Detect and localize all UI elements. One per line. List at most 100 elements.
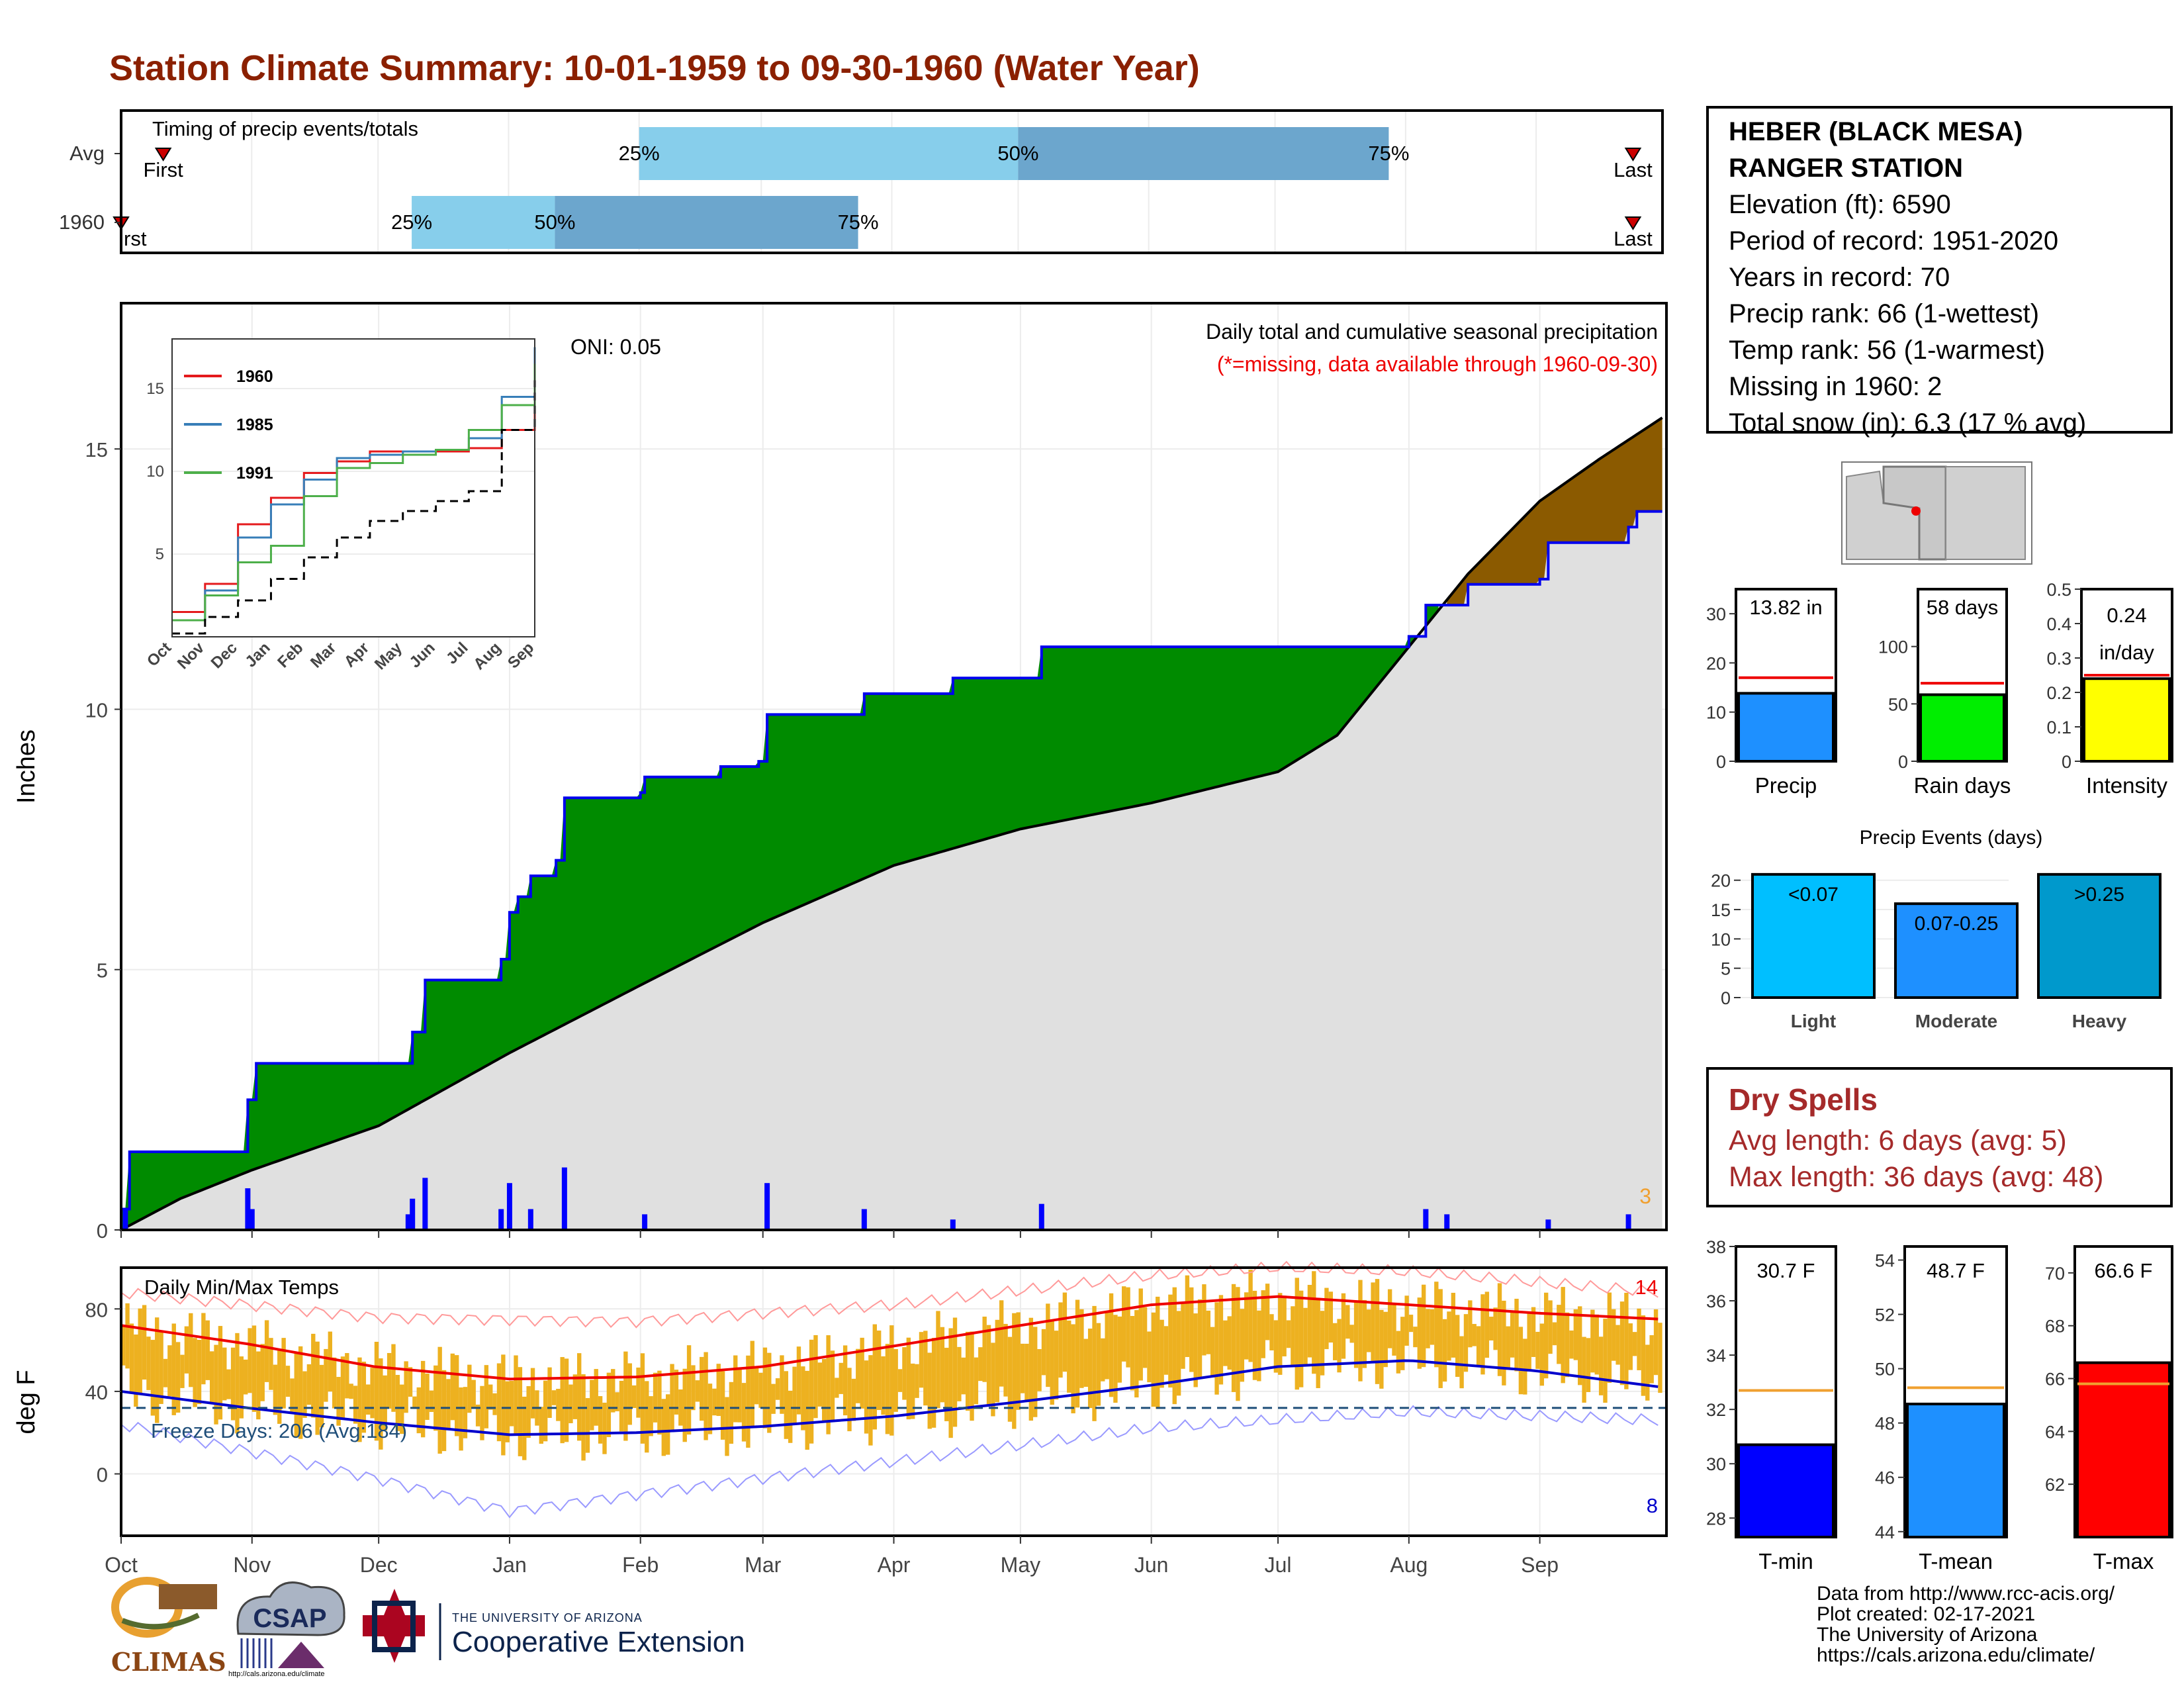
- temp-daily-bar: [222, 1347, 227, 1401]
- temp-daily-bar: [1578, 1306, 1582, 1385]
- temp-daily-bar: [1269, 1314, 1274, 1351]
- events-y-tick-label: 0: [1721, 988, 1731, 1008]
- temp-daily-bar: [184, 1326, 189, 1374]
- temp-daily-bar: [716, 1364, 721, 1417]
- temp-record-max-line: [120, 1260, 1659, 1329]
- temp-daily-bar: [720, 1371, 725, 1440]
- temp-daily-bar: [842, 1345, 848, 1416]
- precip-daily-bar: [422, 1178, 428, 1230]
- temp-daily-bar: [1223, 1320, 1228, 1366]
- precip-summary-y-tick-label: 30: [1706, 604, 1726, 624]
- temp-daily-bar: [163, 1358, 168, 1387]
- temp-daily-bar: [370, 1368, 375, 1419]
- temp-summary-category-label: T-max: [2093, 1549, 2154, 1573]
- station-period: Period of record: 1951-2020: [1729, 226, 2059, 256]
- station-temp-rank: Temp rank: 56 (1-warmest): [1729, 336, 2045, 365]
- temp-daily-bar: [159, 1330, 163, 1404]
- temp-daily-bar: [1493, 1307, 1498, 1350]
- temp-daily-bar: [361, 1362, 367, 1433]
- timing-q50-label: 50%: [534, 211, 575, 234]
- temp-daily-bar: [353, 1385, 358, 1424]
- temp-daily-bar: [936, 1311, 940, 1409]
- temp-daily-bar: [1557, 1305, 1561, 1364]
- temp-x-tick-label: Apr: [878, 1553, 911, 1577]
- temp-daily-bar: [315, 1341, 320, 1435]
- temp-daily-bar: [1349, 1325, 1354, 1343]
- temp-daily-bar: [944, 1348, 949, 1421]
- temp-daily-bar: [1637, 1308, 1641, 1370]
- temp-daily-bar: [1400, 1317, 1405, 1370]
- temp-daily-bar: [1240, 1309, 1245, 1382]
- temp-daily-bar: [383, 1375, 387, 1431]
- temp-x-tick-label: Jun: [1134, 1553, 1169, 1577]
- temp-daily-bar: [366, 1384, 371, 1415]
- temp-summary-y-tick-label: 28: [1706, 1509, 1726, 1528]
- precip-summary-value-label: 58 days: [1927, 596, 1999, 619]
- temp-daily-bar: [189, 1313, 193, 1387]
- temp-daily-bar: [1248, 1270, 1253, 1362]
- temp-daily-bar: [670, 1364, 674, 1430]
- temp-daily-bar: [1282, 1295, 1287, 1357]
- temp-daily-bar: [1320, 1311, 1325, 1376]
- inset-legend-label: 1985: [236, 416, 273, 434]
- temp-daily-bar: [1612, 1309, 1616, 1361]
- events-bar-label: 0.07-0.25: [1915, 913, 1999, 935]
- precip-daily-bar: [561, 1167, 567, 1230]
- temp-daily-bar: [1653, 1309, 1659, 1376]
- temp-daily-bar: [260, 1344, 265, 1401]
- temp-daily-bar: [1506, 1326, 1510, 1370]
- temp-daily-bar: [796, 1346, 801, 1415]
- temp-daily-bar: [1404, 1295, 1409, 1346]
- events-category-label: Light: [1791, 1011, 1836, 1031]
- station-missing: Missing in 1960: 2: [1729, 372, 1942, 401]
- temp-daily-bar: [1020, 1343, 1025, 1393]
- temp-daily-bar: [1468, 1300, 1473, 1348]
- temp-daily-bar: [134, 1335, 138, 1407]
- events-bar: [1751, 872, 1876, 1000]
- temp-daily-bar: [1252, 1290, 1257, 1380]
- temp-daily-bar: [142, 1305, 147, 1380]
- precip-daily-bar: [245, 1188, 251, 1230]
- temp-daily-bar: [269, 1338, 273, 1390]
- temp-daily-bar: [281, 1338, 286, 1409]
- temp-daily-bar: [1024, 1343, 1029, 1403]
- temp-daily-bar: [712, 1388, 717, 1416]
- temp-daily-bar: [138, 1308, 142, 1395]
- temp-daily-bar: [682, 1368, 687, 1442]
- temp-daily-bar: [995, 1319, 999, 1403]
- temp-daily-bar: [952, 1317, 958, 1427]
- temp-daily-bar: [572, 1374, 578, 1419]
- temp-daily-bar: [1324, 1288, 1329, 1350]
- temp-daily-bar: [1163, 1326, 1169, 1375]
- temp-daily-bar: [467, 1364, 472, 1413]
- temp-daily-bar: [1096, 1323, 1101, 1406]
- temp-daily-bar: [324, 1348, 328, 1402]
- temp-daily-bar: [615, 1392, 619, 1411]
- temp-daily-bar: [788, 1390, 793, 1443]
- events-category-label: Heavy: [2072, 1011, 2127, 1031]
- temp-daily-bar: [784, 1371, 789, 1439]
- temp-daily-bar: [492, 1393, 497, 1415]
- temp-daily-bar: [1058, 1302, 1063, 1378]
- temp-daily-bar: [741, 1383, 747, 1442]
- precip-summary-y-tick-label: 0: [1898, 752, 1908, 772]
- temp-daily-bar: [1046, 1303, 1050, 1387]
- temp-daily-bar: [1586, 1338, 1591, 1392]
- temp-y-tick-label: 0: [97, 1464, 108, 1487]
- temp-daily-bar: [611, 1369, 615, 1413]
- temp-daily-bar: [1083, 1338, 1088, 1387]
- temp-daily-bar: [839, 1362, 843, 1394]
- temp-daily-bar: [885, 1344, 890, 1434]
- temp-daily-bar: [1278, 1293, 1283, 1375]
- inset-y-tick-label: 10: [146, 463, 164, 481]
- temp-daily-bar: [970, 1331, 974, 1421]
- temp-daily-bar: [805, 1370, 809, 1450]
- temp-daily-bar: [1218, 1295, 1224, 1385]
- temp-daily-bar: [1067, 1320, 1071, 1393]
- station-name-line1: HEBER (BLACK MESA): [1729, 117, 2023, 146]
- precip-daily-bar: [498, 1209, 504, 1230]
- temp-daily-bar: [1408, 1315, 1414, 1333]
- temp-daily-bar: [729, 1382, 734, 1444]
- temp-summary-y-tick-label: 70: [2045, 1264, 2065, 1284]
- temp-daily-bar: [1569, 1330, 1574, 1359]
